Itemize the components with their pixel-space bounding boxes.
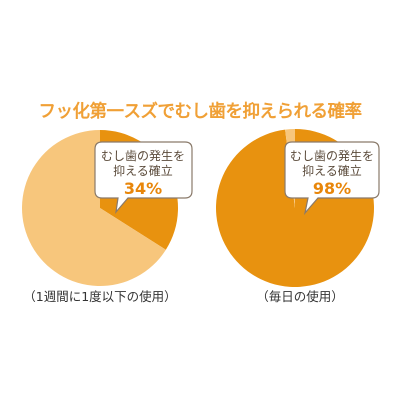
pie-slice-remaining	[22, 130, 166, 287]
callout-bubble	[94, 141, 193, 214]
caption-weekly: （1週間に1度以下の使用）	[23, 289, 177, 304]
callout-line2: 抑える確立	[302, 163, 362, 178]
callout-daily: むし歯の発生を 抑える確立 98%	[284, 141, 380, 216]
callout-bubble	[284, 141, 380, 216]
callout-line1: むし歯の発生を	[101, 149, 185, 163]
callout-line2: 抑える確立	[113, 163, 173, 178]
callout-weekly: むし歯の発生を 抑える確立 34%	[94, 141, 193, 214]
value-label: 98%	[313, 179, 351, 198]
value-label: 34%	[124, 179, 162, 198]
page-title: フッ化第一スズでむし歯を抑えられる確率	[38, 102, 363, 122]
caption-daily: （毎日の使用）	[256, 289, 344, 304]
callout-line1: むし歯の発生を	[290, 149, 374, 163]
